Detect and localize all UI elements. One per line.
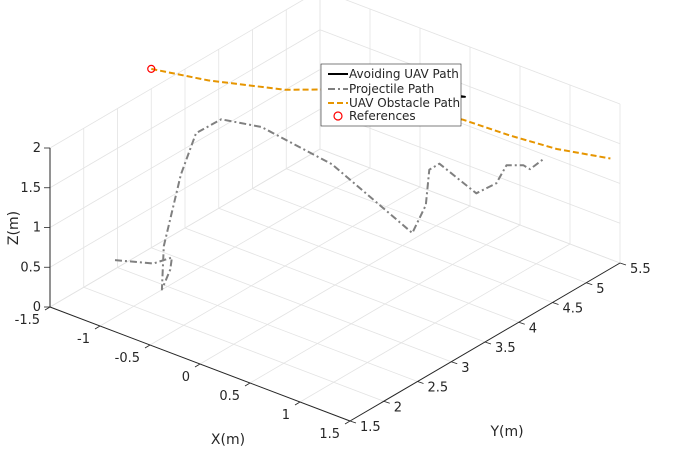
x-tick-mark xyxy=(294,401,301,406)
y-tick-mark xyxy=(586,282,593,286)
legend: Avoiding UAV Path Projectile Path UAV Ob… xyxy=(320,63,462,127)
series-line-1 xyxy=(114,118,545,291)
y-tick-mark xyxy=(451,361,458,365)
x-tick-label: 0 xyxy=(182,370,190,385)
gridline-back-z xyxy=(319,29,621,145)
x-tick-mark xyxy=(344,420,351,425)
y-tick-mark xyxy=(484,341,492,345)
legend-label-projectile: Projectile Path xyxy=(349,82,434,96)
x-tick-label: 0.5 xyxy=(219,389,240,404)
x-tick-label: 1 xyxy=(282,408,290,423)
y-tick-label: 2 xyxy=(394,400,402,415)
y-tick-label: 3.5 xyxy=(495,341,516,356)
gridline-left-z xyxy=(49,0,304,149)
gridline-floor-y xyxy=(83,286,384,402)
legend-label-references: References xyxy=(349,109,416,123)
x-tick-mark xyxy=(194,363,201,368)
reference-marker xyxy=(147,64,156,73)
x-tick-mark xyxy=(44,306,51,311)
gridline-floor-y xyxy=(286,168,587,284)
x-tick-label: -1.5 xyxy=(15,313,40,328)
y-tick-label: 3 xyxy=(461,361,469,376)
x-tick-mark xyxy=(94,325,101,330)
legend-label-obstacle: UAV Obstacle Path xyxy=(349,96,460,110)
x-tick-label: 1.5 xyxy=(319,427,340,442)
gridline-floor-y xyxy=(252,188,553,303)
z-tick-label: 0.5 xyxy=(20,260,41,275)
y-axis-label: Y(m) xyxy=(489,424,523,440)
gridline-left-z xyxy=(49,69,321,228)
gridline-floor-y xyxy=(218,207,519,323)
y-tick-mark xyxy=(552,302,559,305)
y-tick-label: 4 xyxy=(529,321,537,336)
z-tick-label: 2 xyxy=(33,141,41,156)
tick-layer: -1.5 -1 -0.5 0 0.5 1 1.5 1.5 2 2.5 3 3.5 4 4.5 5 5.5 0 0.… xyxy=(15,141,651,442)
z-tick-label: 1 xyxy=(33,221,41,236)
grid-layer xyxy=(49,0,621,422)
y-tick-mark xyxy=(417,381,424,384)
y-tick-label: 5.5 xyxy=(630,262,651,277)
legend-label-avoiding: Avoiding UAV Path xyxy=(349,67,459,81)
x-tick-mark xyxy=(144,344,151,349)
gridline-back-z xyxy=(319,148,621,264)
x-tick-mark xyxy=(244,382,251,387)
z-axis-label: Z(m) xyxy=(6,211,22,245)
legend-swatch-references xyxy=(333,111,343,121)
y-tick-mark xyxy=(619,262,627,266)
gridline-back-z xyxy=(345,0,621,105)
gridline-left-z xyxy=(49,29,321,189)
x-tick-label: -1 xyxy=(77,332,90,347)
gridline-floor-y xyxy=(151,247,452,363)
gridline-back-z xyxy=(319,108,621,224)
y-tick-label: 2.5 xyxy=(428,381,449,396)
y-tick-label: 1.5 xyxy=(360,420,381,435)
z-tick-label: 1.5 xyxy=(20,181,41,196)
y-tick-label: 5 xyxy=(596,282,604,297)
y-tick-label: 4.5 xyxy=(563,302,584,317)
z-tick-label: 0 xyxy=(33,300,41,315)
y-tick-mark xyxy=(518,321,525,325)
gridline-left-z xyxy=(49,108,321,268)
gridline-floor-y xyxy=(117,267,418,382)
y-tick-mark xyxy=(383,400,390,404)
gridline-floor-y xyxy=(184,227,486,343)
x-tick-label: -0.5 xyxy=(115,351,140,366)
gridline-left-z xyxy=(49,148,321,308)
x-axis-label: X(m) xyxy=(211,432,245,448)
y-tick-mark xyxy=(349,420,357,424)
